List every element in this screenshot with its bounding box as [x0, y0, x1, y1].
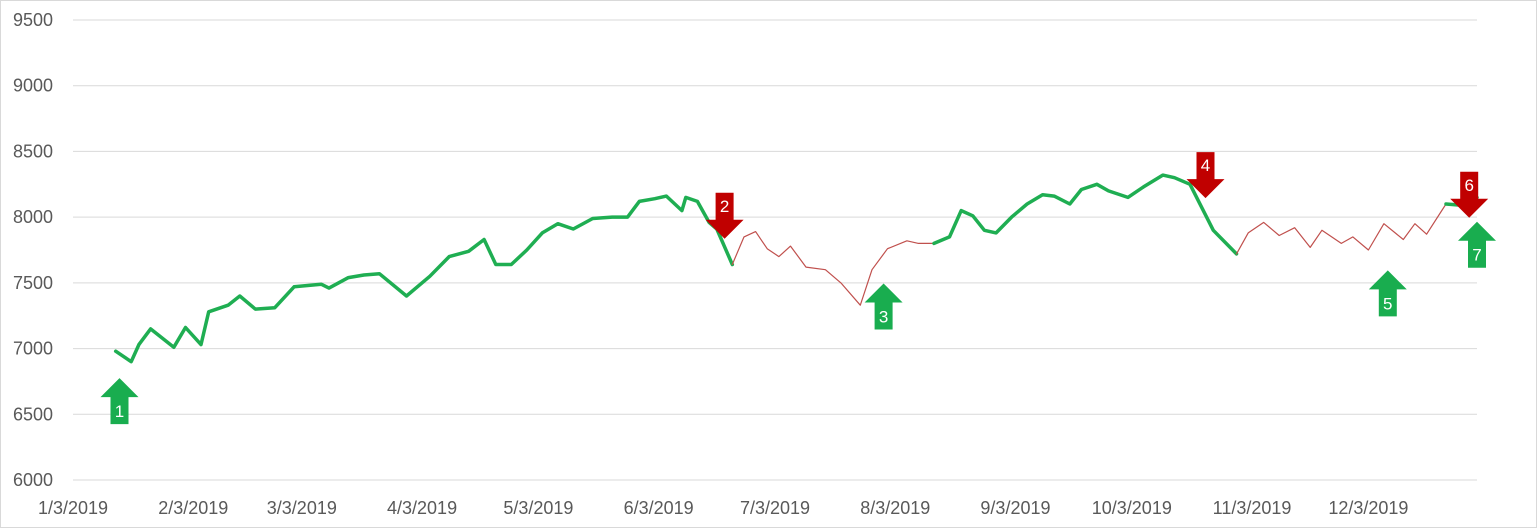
series-lines	[113, 173, 1479, 364]
arrow-down-icon	[1186, 152, 1225, 199]
marker-label: 1	[115, 402, 124, 421]
up-arrow-marker: 3	[864, 283, 903, 330]
x-tick-label: 3/3/2019	[267, 498, 337, 518]
down-arrow-marker: 2	[705, 192, 744, 239]
x-tick-label: 6/3/2019	[624, 498, 694, 518]
y-axis-ticks: 6000 6500 7000 7500 8000 8500 9000 9500	[13, 10, 53, 490]
up-arrow-marker: 1	[100, 378, 139, 425]
arrow-up-icon	[864, 283, 903, 330]
signal-markers: 1 2 3 4 5 6 7	[100, 152, 1496, 425]
y-tick-label: 8000	[13, 207, 53, 227]
y-tick-label: 9500	[13, 10, 53, 30]
arrow-up-icon	[1458, 221, 1496, 268]
downtrend-line	[1235, 203, 1447, 255]
marker-label: 5	[1383, 294, 1392, 313]
arrow-down-icon	[1450, 171, 1489, 218]
x-tick-label: 9/3/2019	[980, 498, 1050, 518]
arrow-down-icon	[705, 192, 744, 239]
x-tick-label: 11/3/2019	[1213, 498, 1292, 518]
down-arrow-marker: 6	[1450, 171, 1489, 218]
gridlines	[73, 19, 1477, 481]
x-tick-label: 4/3/2019	[387, 498, 457, 518]
y-tick-label: 6000	[13, 470, 53, 490]
downtrend-line	[731, 231, 935, 306]
uptrend-line	[113, 194, 735, 364]
y-tick-label: 7000	[13, 339, 53, 359]
x-tick-label: 1/3/2019	[38, 498, 108, 518]
arrow-up-icon	[1368, 270, 1407, 317]
y-tick-label: 9000	[13, 76, 53, 96]
marker-label: 2	[720, 197, 729, 216]
x-tick-label: 12/3/2019	[1328, 498, 1408, 518]
up-arrow-marker: 5	[1368, 270, 1407, 317]
down-arrow-marker: 4	[1186, 152, 1225, 199]
marker-label: 7	[1472, 246, 1481, 265]
y-tick-label: 8500	[13, 141, 53, 161]
arrow-up-icon	[100, 378, 139, 425]
y-tick-label: 6500	[13, 404, 53, 424]
x-tick-label: 10/3/2019	[1092, 498, 1172, 518]
x-tick-label: 8/3/2019	[860, 498, 930, 518]
x-tick-label: 7/3/2019	[740, 498, 810, 518]
x-tick-label: 5/3/2019	[503, 498, 573, 518]
uptrend-line	[932, 173, 1239, 256]
x-tick-label: 2/3/2019	[158, 498, 228, 518]
y-tick-label: 7500	[13, 273, 53, 293]
marker-label: 4	[1201, 156, 1210, 175]
marker-label: 6	[1465, 176, 1474, 195]
marker-label: 3	[879, 308, 888, 327]
up-arrow-marker: 7	[1458, 221, 1496, 268]
x-axis-ticks: 1/3/2019 2/3/2019 3/3/2019 4/3/2019 5/3/2019…	[38, 498, 1408, 518]
